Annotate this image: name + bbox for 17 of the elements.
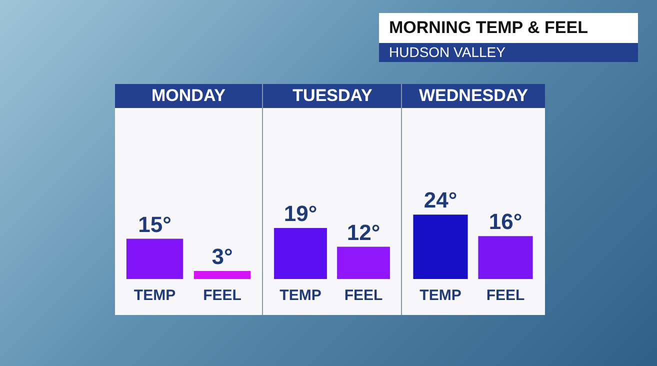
text: HUDSON VALLEY (379, 43, 638, 62)
x-tick-label: FEEL (344, 287, 383, 304)
x-tick-label: FEEL (203, 287, 242, 304)
data-label: 24° (424, 188, 458, 213)
x-tick-label: FEEL (486, 287, 525, 304)
text: MORNING TEMP & FEEL (379, 13, 638, 43)
data-label: 19° (284, 201, 318, 226)
data-label: 3° (212, 244, 233, 270)
data-label: 12° (346, 220, 380, 245)
x-tick-label: TEMP (280, 287, 322, 304)
x-tick-label: TEMP (420, 287, 462, 304)
chart-title: MONDAY (115, 84, 262, 108)
chart-title: WEDNESDAY (402, 84, 545, 108)
data-label: 16° (488, 209, 522, 234)
x-tick-label: TEMP (134, 287, 176, 304)
chart-title: TUESDAY (263, 84, 402, 108)
data-label: 15° (138, 212, 172, 237)
